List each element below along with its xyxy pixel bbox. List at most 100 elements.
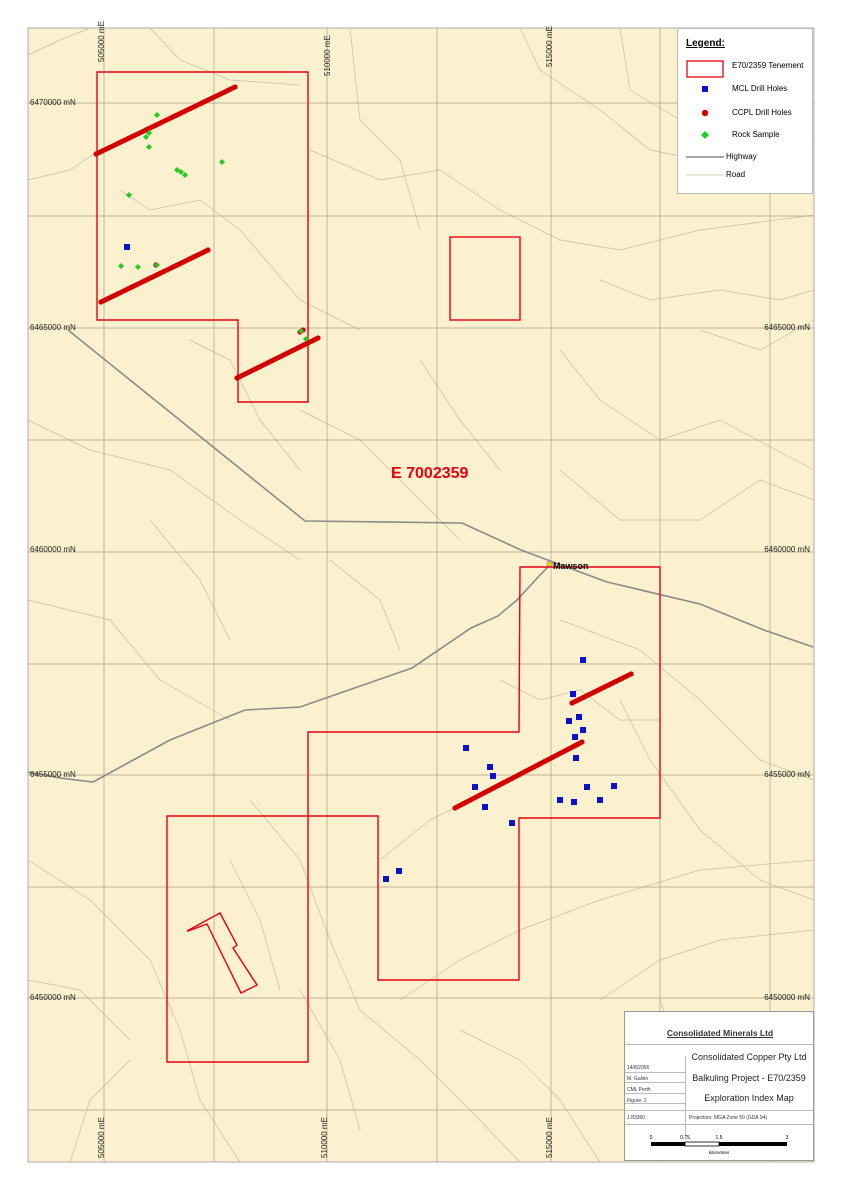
rock-sample bbox=[303, 336, 309, 342]
mcl-drill-hole bbox=[597, 797, 603, 803]
northing-label-right: 6460000 mN bbox=[764, 545, 810, 554]
tenement-small-block bbox=[449, 236, 521, 321]
ccpl-drill-hole bbox=[205, 247, 211, 253]
mcl-drill-hole bbox=[580, 727, 586, 733]
map-title: Exploration Index Map bbox=[704, 1093, 794, 1103]
company-name: Consolidated Minerals Ltd bbox=[666, 1028, 774, 1038]
mcl-drill-hole bbox=[396, 868, 402, 874]
road-line bbox=[599, 279, 815, 301]
rock-sample bbox=[146, 144, 152, 150]
rock-sample bbox=[135, 264, 141, 270]
road-line bbox=[419, 359, 501, 471]
road-line bbox=[27, 149, 101, 181]
rock-samples bbox=[118, 112, 309, 342]
highway-line-south bbox=[27, 561, 554, 783]
legend-label: Road bbox=[726, 170, 746, 179]
project-name: Balkuling Project - E70/2359 bbox=[692, 1073, 806, 1083]
easting-label: 515000 mE bbox=[545, 26, 554, 67]
tenement-box-icon bbox=[686, 60, 724, 78]
northing-label-right: 6465000 mN bbox=[764, 323, 810, 332]
easting-label-bottom: 505000 mE bbox=[97, 1117, 106, 1158]
coordinate-grid bbox=[28, 28, 814, 1162]
mcl-drill-hole bbox=[570, 691, 576, 697]
mcl-drill-hole bbox=[124, 244, 130, 250]
divider bbox=[625, 1093, 685, 1094]
divider bbox=[625, 1072, 685, 1073]
client-name: Consolidated Copper Pty Ltd bbox=[691, 1052, 807, 1062]
divider bbox=[625, 1082, 685, 1083]
road-line bbox=[69, 1059, 131, 1163]
scalebar-tick: 3 bbox=[786, 1135, 789, 1141]
blue-square-icon bbox=[702, 86, 708, 92]
road-line bbox=[349, 27, 421, 231]
road-line bbox=[149, 519, 231, 641]
green-diamond-icon bbox=[701, 131, 709, 139]
mcl-drill-hole bbox=[383, 876, 389, 882]
northing-label-right: 6450000 mN bbox=[764, 993, 810, 1002]
scalebar-tick: 1.5 bbox=[716, 1135, 723, 1141]
rock-sample bbox=[219, 159, 225, 165]
northing-label: 6455000 mN bbox=[30, 770, 76, 779]
road-line-icon bbox=[686, 174, 724, 176]
scale-bar: 0 0.75 1.5 3 kilometres bbox=[650, 1135, 789, 1155]
scalebar-unit: kilometres bbox=[709, 1150, 730, 1155]
ccpl-drill-lines bbox=[93, 84, 634, 811]
road-line bbox=[329, 559, 401, 651]
divider bbox=[625, 1110, 813, 1111]
divider bbox=[685, 1056, 686, 1136]
rock-sample bbox=[298, 328, 304, 334]
legend-item-tenement: E70/2359 Tenement bbox=[678, 60, 814, 101]
rock-sample bbox=[178, 169, 184, 175]
scale-field: 1:83360 bbox=[627, 1115, 646, 1121]
northing-label: 6450000 mN bbox=[30, 993, 76, 1002]
rock-sample bbox=[154, 262, 160, 268]
red-dot-icon bbox=[701, 109, 709, 117]
road-line bbox=[699, 319, 815, 351]
mcl-drill-hole bbox=[487, 764, 493, 770]
mcl-drill-hole bbox=[490, 773, 496, 779]
mcl-drill-hole bbox=[580, 657, 586, 663]
ccpl-drill-hole bbox=[315, 335, 321, 341]
legend-item-road: Road bbox=[678, 167, 814, 183]
tenement-label: E 7002359 bbox=[391, 465, 469, 482]
road-line bbox=[519, 27, 701, 161]
rock-sample bbox=[154, 112, 160, 118]
divider bbox=[625, 1044, 813, 1045]
town-label: Mawson bbox=[553, 561, 589, 571]
easting-label: 510000 mE bbox=[323, 35, 332, 76]
legend-item-mcl: MCL Drill Holes bbox=[678, 81, 814, 97]
rock-sample bbox=[126, 192, 132, 198]
highway-line-icon bbox=[686, 156, 724, 158]
rock-sample bbox=[146, 130, 152, 136]
mcl-drill-hole bbox=[463, 745, 469, 751]
road-line bbox=[459, 1029, 601, 1163]
mcl-drill-holes bbox=[124, 244, 617, 882]
tenement-north-block bbox=[96, 71, 309, 403]
map-background bbox=[27, 27, 815, 1163]
legend-label: Rock Sample bbox=[732, 130, 780, 139]
mcl-drill-hole bbox=[573, 755, 579, 761]
northing-label: 6465000 mN bbox=[30, 323, 76, 332]
author-field: M. Galvin bbox=[627, 1076, 649, 1082]
scalebar-tick: 0 bbox=[650, 1135, 653, 1141]
date-field: 14/8/2006 bbox=[627, 1065, 650, 1071]
grid-labels: 505000 mE 510000 mE 515000 mE 505000 mE … bbox=[30, 21, 810, 1158]
easting-label: 505000 mE bbox=[97, 21, 106, 62]
rock-sample bbox=[118, 263, 124, 269]
mcl-drill-hole bbox=[571, 799, 577, 805]
legend-item-ccpl: CCPL Drill Holes bbox=[678, 105, 814, 121]
ccpl-drill-hole bbox=[579, 739, 585, 745]
mcl-drill-hole bbox=[566, 718, 572, 724]
legend-label: CCPL Drill Holes bbox=[732, 108, 792, 117]
road-line bbox=[27, 27, 91, 56]
road-line bbox=[299, 989, 361, 1131]
northing-label: 6460000 mN bbox=[30, 545, 76, 554]
road-line bbox=[309, 149, 815, 251]
ccpl-drill-hole bbox=[628, 671, 634, 677]
mcl-drill-hole bbox=[611, 783, 617, 789]
title-block: Consolidated Minerals Ltd Consolidated C… bbox=[624, 1011, 814, 1161]
ccpl-drill-hole bbox=[232, 84, 238, 90]
map-legend: Legend: E70/2359 Tenement MCL Drill Hole… bbox=[677, 28, 813, 194]
northing-label: 6470000 mN bbox=[30, 98, 76, 107]
